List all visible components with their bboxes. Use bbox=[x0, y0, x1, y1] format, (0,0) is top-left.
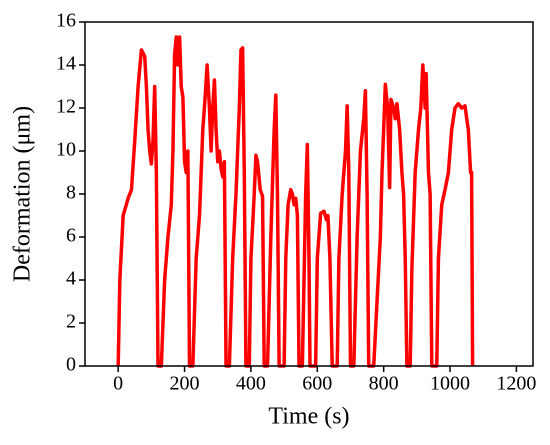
y-tick-label: 10 bbox=[56, 139, 76, 161]
y-tick-label: 14 bbox=[56, 53, 76, 75]
x-tick-label: 400 bbox=[236, 373, 266, 395]
x-axis-label: Time (s) bbox=[268, 404, 349, 430]
x-tick-label: 1200 bbox=[496, 373, 536, 395]
x-tick-label: 0 bbox=[113, 373, 123, 395]
y-tick-label: 8 bbox=[66, 182, 76, 204]
x-tick-label: 1000 bbox=[430, 373, 470, 395]
y-tick-label: 4 bbox=[66, 268, 76, 290]
y-tick-label: 0 bbox=[66, 354, 76, 376]
y-tick-label: 12 bbox=[56, 96, 76, 118]
y-tick-label: 2 bbox=[66, 311, 76, 333]
data-line bbox=[116, 35, 475, 368]
y-axis-label: Deformation (μm) bbox=[10, 106, 36, 282]
y-tick-label: 6 bbox=[66, 225, 76, 247]
y-tick-label: 16 bbox=[56, 10, 76, 32]
x-tick-label: 200 bbox=[170, 373, 200, 395]
x-tick-label: 800 bbox=[369, 373, 399, 395]
x-tick-label: 600 bbox=[302, 373, 332, 395]
